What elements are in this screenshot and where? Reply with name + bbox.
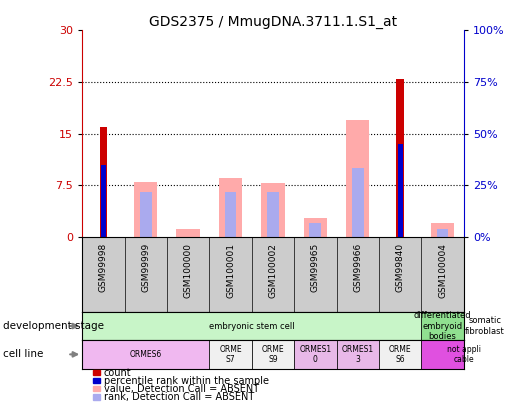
Text: GSM99998: GSM99998 (99, 243, 108, 292)
Bar (294, 340, 337, 369)
Text: differentiated
embryoid
bodies: differentiated embryoid bodies (414, 311, 471, 341)
Bar (346, 120, 369, 237)
Bar (252, 340, 294, 369)
Text: GSM100001: GSM100001 (226, 243, 235, 298)
Bar (101, 164, 106, 237)
Text: development stage: development stage (3, 321, 104, 331)
Bar (421, 312, 464, 340)
Text: ORME
S7: ORME S7 (219, 345, 242, 364)
Bar (209, 340, 252, 369)
Text: GSM99965: GSM99965 (311, 243, 320, 292)
Bar (82, 340, 209, 369)
Bar (267, 192, 279, 237)
Text: GSM100002: GSM100002 (269, 243, 277, 298)
Text: GSM99966: GSM99966 (354, 243, 362, 292)
Text: ORME
S9: ORME S9 (262, 345, 284, 364)
Text: not appli
cable: not appli cable (447, 345, 481, 364)
Text: ORMES1
3: ORMES1 3 (342, 345, 374, 364)
Text: GSM100004: GSM100004 (438, 243, 447, 298)
Bar (398, 144, 403, 237)
Bar (261, 183, 285, 237)
Bar (140, 192, 152, 237)
Bar (431, 223, 454, 237)
Text: GSM100000: GSM100000 (184, 243, 192, 298)
Bar (337, 340, 379, 369)
Bar (464, 312, 506, 340)
Bar (396, 79, 404, 237)
Bar (421, 340, 506, 369)
Bar (352, 168, 364, 237)
Bar (176, 229, 200, 237)
Bar (310, 223, 321, 237)
Text: GSM99999: GSM99999 (142, 243, 150, 292)
Bar (379, 340, 421, 369)
Bar (134, 182, 157, 237)
Text: GSM99840: GSM99840 (396, 243, 404, 292)
Bar (219, 178, 242, 237)
Text: percentile rank within the sample: percentile rank within the sample (104, 376, 269, 386)
Bar (225, 192, 236, 237)
Text: value, Detection Call = ABSENT: value, Detection Call = ABSENT (104, 384, 259, 394)
Text: count: count (104, 368, 131, 377)
Bar (100, 127, 107, 237)
Text: ORMES1
0: ORMES1 0 (299, 345, 331, 364)
Text: cell line: cell line (3, 350, 43, 359)
Bar (304, 217, 327, 237)
Text: rank, Detection Call = ABSENT: rank, Detection Call = ABSENT (104, 392, 254, 402)
Bar (437, 229, 448, 237)
Title: GDS2375 / MmugDNA.3711.1.S1_at: GDS2375 / MmugDNA.3711.1.S1_at (149, 15, 397, 29)
Bar (82, 312, 421, 340)
Text: ORME
S6: ORME S6 (389, 345, 411, 364)
Text: ORMES6: ORMES6 (130, 350, 162, 359)
Text: embryonic stem cell: embryonic stem cell (209, 322, 295, 330)
Text: somatic
fibroblast: somatic fibroblast (465, 316, 505, 336)
